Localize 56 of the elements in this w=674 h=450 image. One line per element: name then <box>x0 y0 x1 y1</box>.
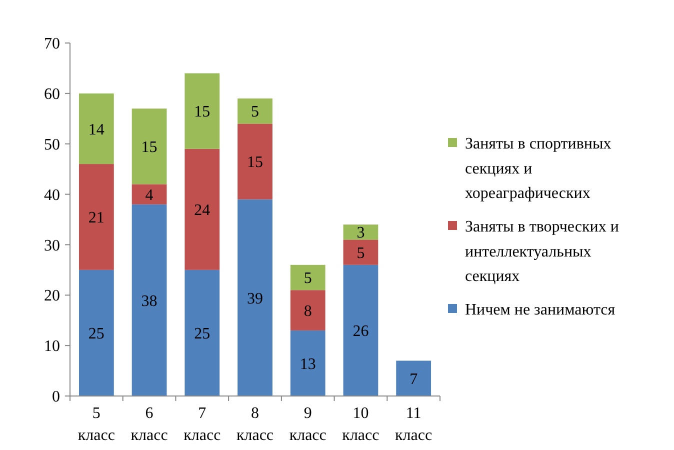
data-label: 15 <box>247 154 263 172</box>
data-label: 3 <box>356 224 365 242</box>
bar <box>343 224 378 240</box>
bar <box>290 290 326 330</box>
y-tick-label: 0 <box>52 388 60 406</box>
bar <box>343 264 378 396</box>
data-label: 4 <box>145 186 154 204</box>
bar <box>238 98 272 124</box>
data-label: 15 <box>194 104 210 121</box>
data-label: 24 <box>194 202 210 220</box>
x-tick-label: 10 класс <box>342 405 380 444</box>
data-label: 21 <box>88 210 104 227</box>
bar <box>184 148 220 270</box>
data-label: 5 <box>356 244 365 262</box>
x-tick-label: 7 класс <box>184 405 221 444</box>
bar <box>343 240 378 265</box>
y-tick-label: 50 <box>44 136 60 154</box>
data-label: 7 <box>410 370 418 388</box>
data-label: 39 <box>247 290 263 308</box>
y-tick-label: 20 <box>44 288 60 305</box>
bar <box>290 330 326 396</box>
bar <box>396 360 432 396</box>
bar <box>132 108 167 184</box>
bar <box>78 93 114 164</box>
y-tick-label: 60 <box>44 86 60 104</box>
y-tick-label: 30 <box>44 237 60 254</box>
y-tick-label: 40 <box>44 186 60 204</box>
bar <box>290 264 326 290</box>
data-label: 25 <box>88 326 104 343</box>
data-label: 14 <box>88 121 104 138</box>
x-tick-label: 9 класс <box>289 405 326 444</box>
x-tick-label: 6 класс <box>130 405 168 444</box>
legend-label: Заняты в спортивных секциях и хореаграфических <box>465 136 612 202</box>
data-label: 5 <box>251 104 259 121</box>
bar <box>184 270 220 396</box>
y-tick-label: 70 <box>44 36 60 53</box>
bar <box>238 124 272 200</box>
legend-label: Заняты в творческих и интеллектуальных секциях <box>465 218 620 286</box>
data-label: 8 <box>304 302 312 320</box>
data-label: 15 <box>141 138 158 156</box>
x-tick-label: 5 класс <box>78 405 115 444</box>
bar <box>238 199 272 396</box>
bar <box>184 73 220 149</box>
data-label: 26 <box>352 323 369 340</box>
data-label: 5 <box>304 270 312 288</box>
bar <box>132 204 167 396</box>
bar <box>132 184 167 204</box>
data-label: 25 <box>194 326 210 343</box>
y-tick-label: 10 <box>44 338 60 356</box>
data-label: 13 <box>300 356 316 373</box>
x-tick-label: 11 класс <box>395 405 432 444</box>
bar <box>78 164 114 270</box>
legend-label: Ничем не занимаются <box>465 302 616 319</box>
x-tick-label: 8 класс <box>236 405 274 444</box>
bar <box>78 270 114 396</box>
data-label: 38 <box>141 292 158 310</box>
